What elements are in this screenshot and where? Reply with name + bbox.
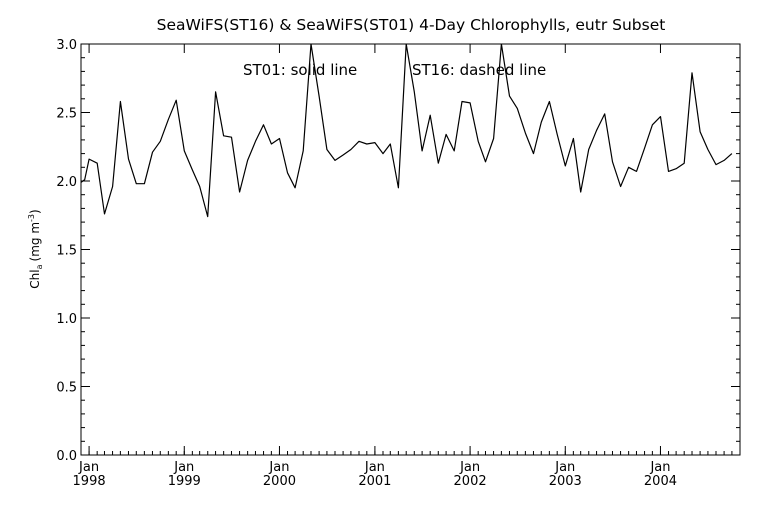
chart-title: SeaWiFS(ST16) & SeaWiFS(ST01) 4-Day Chlo…: [157, 16, 666, 34]
x-tick-month: Jan: [649, 460, 670, 475]
x-axis: Jan1998Jan1999Jan2000Jan2001Jan2002Jan20…: [73, 44, 741, 489]
x-tick-month: Jan: [459, 460, 480, 475]
y-tick-label: 3.0: [56, 38, 77, 53]
y-tick-label: 0.5: [56, 381, 77, 396]
y-tick-label: 2.5: [56, 107, 77, 122]
x-tick-month: Jan: [268, 460, 289, 475]
x-tick-year: 2004: [644, 474, 677, 489]
plot-frame: [80, 43, 741, 456]
x-tick-year: 2002: [454, 474, 487, 489]
y-tick-label: 1.0: [56, 312, 77, 327]
y-tick-label: 0.0: [56, 449, 77, 464]
x-tick-year: 1998: [73, 474, 106, 489]
y-axis-label: Chla(mg m-3): [27, 209, 44, 288]
x-tick-month: Jan: [364, 460, 385, 475]
series-line-st01: [81, 44, 733, 218]
annotation-dashed-line: ST16: dashed line: [412, 61, 546, 79]
x-tick-year: 2000: [263, 474, 296, 489]
series-layer: [81, 44, 733, 218]
y-axis: 0.0 0.5 1.0 1.5 2.0 2.5 3.0: [56, 38, 740, 464]
annotation-solid-line: ST01: solid line: [243, 61, 357, 79]
y-tick-label: 2.0: [56, 175, 77, 190]
x-tick-month: Jan: [78, 460, 99, 475]
x-tick-year: 2003: [549, 474, 582, 489]
x-tick-month: Jan: [173, 460, 194, 475]
x-tick-year: 1999: [168, 474, 201, 489]
x-tick-month: Jan: [554, 460, 575, 475]
x-tick-year: 2001: [358, 474, 391, 489]
y-tick-label: 1.5: [56, 244, 77, 259]
